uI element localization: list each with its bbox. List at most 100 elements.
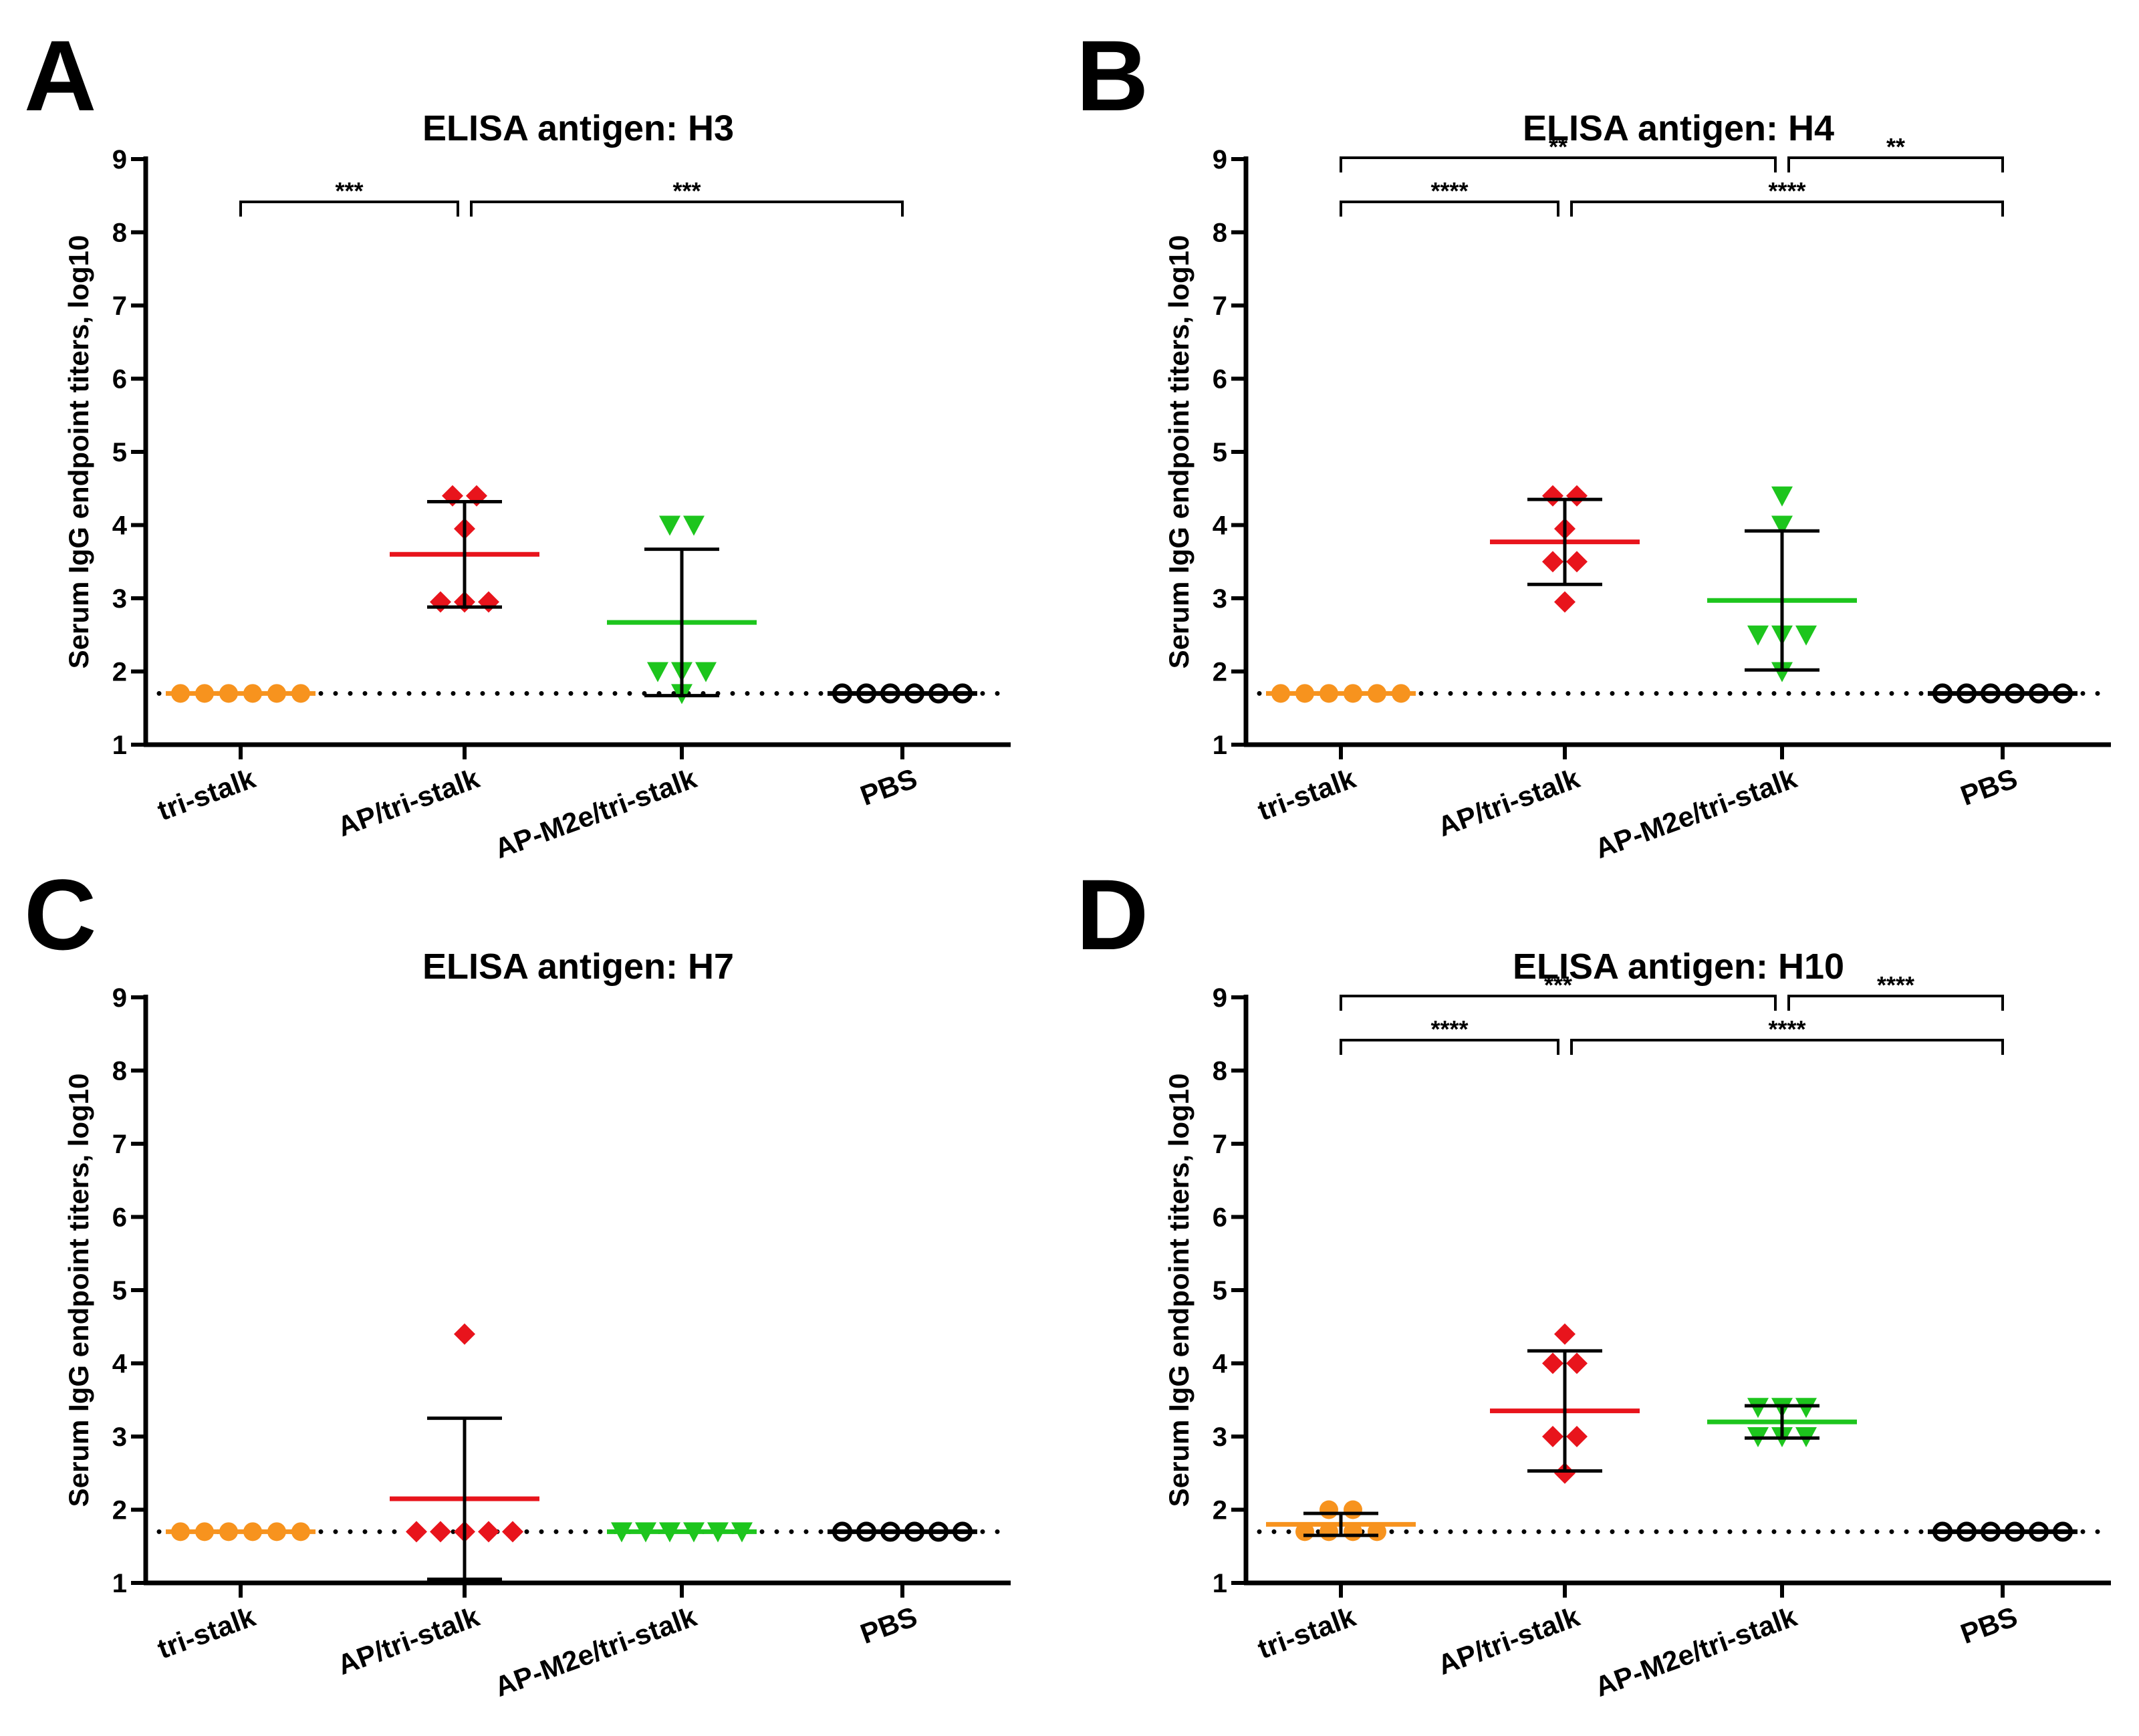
- x-tick-label: AP-M2e/tri-stalk: [1591, 1600, 1801, 1703]
- data-point: [1795, 625, 1817, 646]
- x-tick-label: tri-stalk: [153, 762, 259, 826]
- y-tick-label: 4: [1213, 1350, 1228, 1379]
- y-tick-label: 9: [1213, 145, 1227, 174]
- chart-title: ELISA antigen: H7: [422, 947, 734, 987]
- y-tick-label: 6: [112, 365, 127, 394]
- x-tick-label: tri-stalk: [1253, 762, 1360, 826]
- y-tick-label: 7: [112, 291, 127, 321]
- significance-label: ****: [1768, 1015, 1805, 1043]
- y-tick-label: 9: [112, 983, 127, 1013]
- data-point: [502, 1521, 523, 1543]
- x-tick-label: AP-M2e/tri-stalk: [491, 1600, 701, 1703]
- x-tick-label: AP/tri-stalk: [1434, 762, 1584, 842]
- y-tick-label: 5: [112, 1276, 127, 1306]
- y-tick-label: 6: [1213, 365, 1227, 394]
- data-point: [1554, 1462, 1576, 1484]
- chart-title: ELISA antigen: H3: [422, 108, 734, 148]
- x-tick-label: AP/tri-stalk: [334, 1600, 484, 1681]
- chart-title: ELISA antigen: H10: [1513, 947, 1844, 987]
- y-tick-label: 2: [1213, 1496, 1227, 1525]
- significance-bracket: [1570, 1039, 2004, 1055]
- data-point: [406, 1521, 427, 1543]
- y-tick-label: 6: [1213, 1203, 1227, 1233]
- data-point: [1771, 515, 1793, 536]
- x-tick-label: tri-stalk: [153, 1600, 259, 1664]
- data-point: [1542, 1426, 1563, 1447]
- data-point: [1319, 1500, 1338, 1519]
- panel-letter: C: [24, 858, 96, 971]
- y-tick-label: 7: [1213, 291, 1227, 321]
- significance-label: ***: [335, 177, 363, 205]
- y-tick-label: 9: [1213, 983, 1227, 1013]
- y-tick-label: 2: [1213, 658, 1227, 687]
- y-tick-label: 4: [1213, 511, 1228, 541]
- data-point: [1542, 551, 1563, 573]
- data-point: [1554, 591, 1576, 613]
- x-tick-label: PBS: [1957, 762, 2021, 812]
- significance-label: ****: [1430, 1015, 1468, 1043]
- data-point: [1771, 662, 1793, 683]
- data-point: [1554, 1323, 1576, 1345]
- significance-bracket: [1570, 201, 2004, 217]
- data-point: [1542, 1352, 1563, 1374]
- y-tick-label: 4: [112, 1350, 128, 1379]
- significance-bracket: [1340, 995, 1777, 1011]
- y-tick-label: 4: [112, 511, 128, 541]
- y-tick-label: 3: [1213, 584, 1227, 614]
- y-tick-label: 8: [1213, 1057, 1227, 1086]
- y-tick-label: 8: [112, 219, 127, 248]
- chart-title: ELISA antigen: H4: [1523, 108, 1834, 148]
- y-tick-label: 7: [112, 1130, 127, 1159]
- y-axis-label: Serum IgG endpoint titers, log10: [1163, 235, 1194, 669]
- x-tick-label: AP/tri-stalk: [334, 762, 484, 842]
- data-point: [1795, 1398, 1817, 1418]
- y-tick-label: 2: [112, 658, 127, 687]
- significance-bracket: [1787, 995, 2004, 1011]
- significance-label: ***: [1544, 971, 1572, 999]
- data-point: [1566, 1426, 1588, 1447]
- significance-label: **: [1886, 133, 1905, 160]
- data-point: [695, 662, 717, 683]
- x-tick-label: PBS: [856, 762, 921, 812]
- panel-letter: A: [24, 19, 96, 132]
- y-axis-label: Serum IgG endpoint titers, log10: [1163, 1074, 1194, 1507]
- data-point: [1566, 1352, 1588, 1374]
- data-point: [1566, 485, 1588, 507]
- y-tick-label: 1: [1213, 731, 1227, 760]
- x-tick-label: PBS: [856, 1600, 921, 1650]
- y-tick-label: 2: [112, 1496, 127, 1525]
- x-tick-label: AP-M2e/tri-stalk: [1591, 762, 1801, 864]
- panel-letter: D: [1076, 858, 1148, 971]
- significance-label: ****: [1877, 971, 1914, 999]
- y-tick-label: 3: [1213, 1422, 1227, 1452]
- significance-bracket: [1340, 1039, 1559, 1055]
- y-axis-label: Serum IgG endpoint titers, log10: [63, 1074, 94, 1507]
- panel-a: A ELISA antigen: H3 Serum IgG endpoint tit…: [24, 19, 1011, 864]
- panel-b: B ELISA antigen: H4 Serum IgG endpoint tit…: [1076, 19, 2111, 864]
- x-tick-label: PBS: [1957, 1600, 2021, 1650]
- significance-bracket: [1340, 156, 1777, 172]
- x-tick-label: AP/tri-stalk: [1434, 1600, 1584, 1681]
- y-axis-label: Serum IgG endpoint titers, log10: [63, 235, 94, 669]
- y-tick-label: 1: [112, 731, 127, 760]
- data-point: [1771, 486, 1793, 507]
- y-tick-label: 3: [112, 584, 127, 614]
- significance-bracket: [1340, 201, 1559, 217]
- data-point: [478, 591, 499, 613]
- y-tick-label: 8: [112, 1057, 127, 1086]
- x-tick-label: tri-stalk: [1253, 1600, 1360, 1664]
- data-point: [659, 515, 680, 536]
- panel-d: D ELISA antigen: H10 Serum IgG endpoint ti…: [1076, 858, 2111, 1703]
- data-point: [430, 1521, 451, 1543]
- y-tick-label: 9: [112, 145, 127, 174]
- data-point: [683, 515, 705, 536]
- data-point: [1747, 1398, 1769, 1418]
- significance-label: ***: [672, 177, 701, 205]
- y-tick-label: 1: [1213, 1569, 1227, 1598]
- data-point: [454, 1323, 475, 1345]
- data-point: [1542, 485, 1563, 507]
- y-tick-label: 5: [112, 438, 127, 467]
- y-tick-label: 6: [112, 1203, 127, 1233]
- y-tick-label: 1: [112, 1569, 127, 1598]
